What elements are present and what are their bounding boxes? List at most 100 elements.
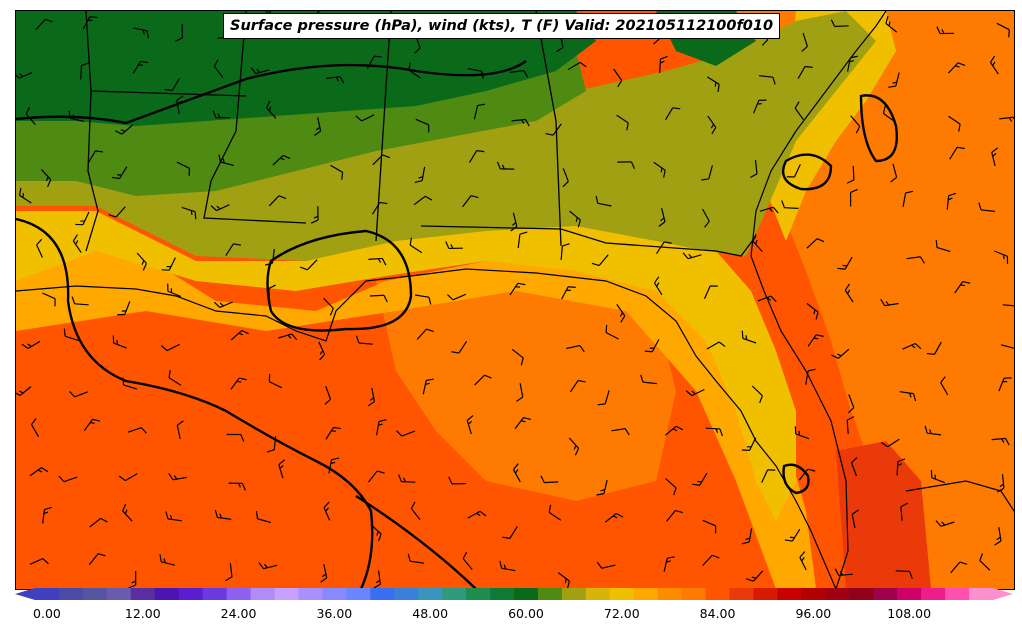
wind-barb [21, 340, 41, 350]
colorbar-segment [226, 588, 252, 600]
wind-barb [949, 146, 965, 160]
wind-barb [847, 55, 858, 72]
wind-barb [924, 425, 942, 436]
wind-barb [176, 161, 191, 176]
colorbar-segment [298, 588, 323, 600]
wind-barb [499, 560, 516, 572]
wind-barb [566, 345, 585, 353]
wind-barb [228, 482, 246, 491]
wind-barb [68, 110, 85, 122]
wind-barb [568, 437, 580, 456]
colorbar-segment [585, 588, 611, 600]
wind-barb [784, 528, 801, 542]
wind-barb [880, 438, 900, 448]
colorbar-segment [729, 588, 754, 600]
wind-barb [596, 479, 608, 496]
wind-barb [398, 474, 416, 483]
colorbar-segment [633, 588, 659, 600]
colorbar-segment [801, 588, 826, 600]
wind-barb [613, 68, 623, 88]
wind-barb [653, 161, 666, 178]
wind-barb [467, 68, 484, 79]
colorbar-segment [82, 588, 108, 600]
wind-barb [844, 283, 854, 303]
wind-barb [701, 165, 713, 181]
colorbar-segment [418, 588, 443, 600]
wind-barb [830, 19, 849, 28]
wind-barb [567, 61, 587, 71]
colorbar-segment [657, 588, 683, 600]
wind-barb [596, 561, 616, 569]
wind-barb [991, 437, 1010, 446]
colorbar-segment [873, 588, 898, 600]
wind-barb [902, 190, 914, 207]
wind-barb [63, 328, 79, 342]
wind-barb [569, 210, 581, 228]
wind-barb [118, 473, 138, 482]
wind-barb [409, 237, 423, 254]
wind-barb [466, 415, 474, 435]
coastline [16, 11, 1014, 589]
wind-barb [1002, 304, 1014, 307]
wind-barb [366, 55, 382, 69]
wind-barb [80, 62, 89, 80]
wind-barb [416, 328, 434, 340]
wind-barb [42, 292, 56, 307]
wind-barb [127, 427, 147, 434]
wind-barb [512, 463, 521, 483]
wind-barb [467, 510, 487, 519]
temperature-field-gulf-shelf [376, 271, 676, 501]
wind-barb [994, 527, 1002, 546]
colorbar-segment [58, 588, 84, 600]
wind-barb [511, 118, 530, 127]
wind-barb [837, 256, 853, 270]
wind-barb [35, 18, 53, 31]
wind-barb [753, 99, 767, 114]
colorbar-tick-label: 84.00 [699, 606, 736, 621]
wind-barb [895, 570, 913, 579]
wind-barb [328, 457, 340, 474]
wind-barb [355, 114, 375, 122]
wind-barb [605, 325, 619, 340]
wind-barb [122, 377, 138, 390]
colorbar-segment [394, 588, 419, 600]
wind-barb [781, 200, 799, 209]
wind-barb [445, 241, 463, 250]
wind-barb [30, 418, 40, 438]
wind-barb [16, 386, 32, 396]
wind-barb [368, 257, 387, 266]
wind-barb [569, 379, 586, 393]
wind-barb [1000, 344, 1014, 350]
wind-barb [510, 212, 518, 232]
wind-barb [947, 62, 966, 74]
wind-barb [890, 163, 898, 183]
wind-barb [326, 76, 345, 84]
wind-barb [954, 281, 971, 294]
wind-barb [114, 124, 133, 135]
wind-barb [117, 301, 131, 316]
colorbar-segment [753, 588, 778, 600]
wind-barb [36, 238, 44, 258]
wind-barb [597, 390, 610, 406]
colorbar-segment [370, 588, 395, 600]
wind-barb [355, 335, 373, 345]
wind-barb [751, 385, 763, 404]
colorbar-segment [106, 588, 132, 600]
wind-barb [75, 211, 90, 226]
wind-barb [164, 78, 180, 92]
wind-barb [368, 470, 385, 483]
wind-barb [372, 154, 390, 166]
colorbar-segment [35, 588, 60, 600]
wind-barb [176, 420, 184, 440]
wind-barb [655, 241, 672, 255]
wind-barb [616, 304, 626, 323]
wind-barb [214, 509, 232, 520]
colorbar-segment [490, 588, 515, 600]
wind-barb [707, 115, 717, 135]
wind-barb [71, 296, 89, 306]
colorbar-tick-label: 96.00 [795, 606, 832, 621]
wind-barb [415, 118, 430, 133]
wind-barb [940, 376, 949, 396]
wind-barb [702, 519, 717, 534]
wind-barb [318, 341, 326, 361]
